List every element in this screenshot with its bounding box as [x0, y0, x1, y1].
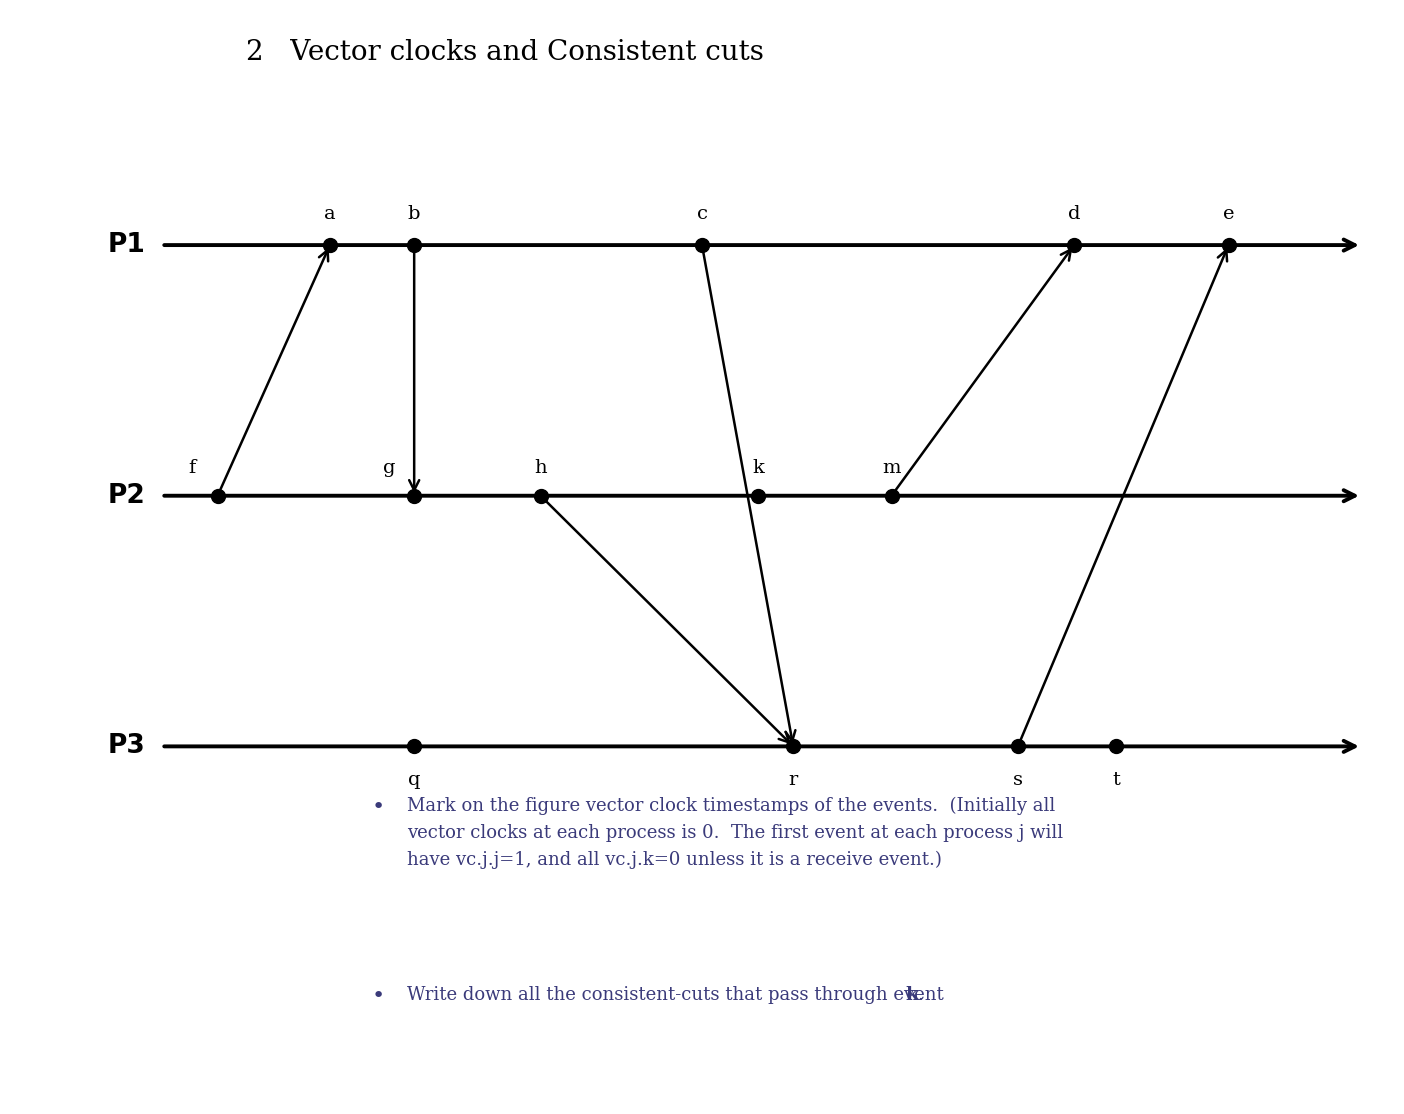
Text: g: g	[383, 459, 395, 477]
Text: d: d	[1068, 205, 1080, 223]
Text: e: e	[1223, 205, 1234, 223]
Text: a: a	[324, 205, 336, 223]
Text: q: q	[409, 771, 420, 789]
Text: .: .	[918, 986, 924, 1004]
Text: k: k	[904, 986, 917, 1004]
Text: P3: P3	[108, 733, 145, 760]
Text: Mark on the figure vector clock timestamps of the events.  (Initially all
vector: Mark on the figure vector clock timestam…	[407, 797, 1063, 869]
Text: m: m	[882, 459, 901, 477]
Text: Write down all the consistent-cuts that pass through event: Write down all the consistent-cuts that …	[407, 986, 949, 1004]
Text: t: t	[1112, 771, 1120, 789]
Text: r: r	[789, 771, 797, 789]
Text: k: k	[753, 459, 764, 477]
Text: h: h	[535, 459, 546, 477]
Text: c: c	[696, 205, 708, 223]
Text: f: f	[188, 459, 197, 477]
Text: b: b	[409, 205, 420, 223]
Text: •: •	[372, 986, 385, 1006]
Text: •: •	[372, 797, 385, 817]
Text: P2: P2	[108, 482, 145, 509]
Text: s: s	[1012, 771, 1024, 789]
Text: 2   Vector clocks and Consistent cuts: 2 Vector clocks and Consistent cuts	[246, 39, 764, 66]
Text: P1: P1	[108, 232, 145, 258]
